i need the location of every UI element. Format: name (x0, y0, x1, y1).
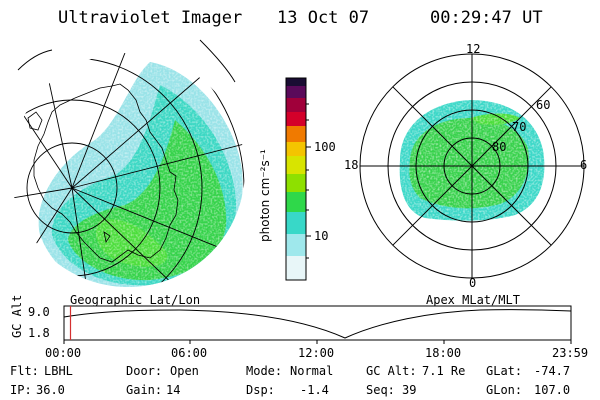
colorbar-tick-100: 100 (314, 140, 336, 154)
polar-label-midnight: 0 (469, 276, 477, 290)
polar-label-dawn: 6 (580, 158, 588, 172)
info-glon-label: GLon: (486, 383, 523, 397)
polar-label-lat60: 60 (536, 98, 551, 112)
left-panel-caption: Geographic Lat/Lon (70, 293, 201, 307)
info-mode-value: Normal (290, 364, 334, 378)
altitude-plot (63, 305, 572, 344)
polar-label-dusk: 18 (344, 158, 359, 172)
polar-label-noon: 12 (466, 42, 481, 56)
altitude-xtick-2: 12:00 (298, 346, 335, 360)
image-date: 13 Oct 07 (277, 8, 370, 28)
info-gain-label: Gain: (126, 383, 163, 397)
info-glat-label: GLat: (486, 364, 523, 378)
info-gcalt-label: GC Alt: (366, 364, 417, 378)
colorbar (285, 77, 311, 281)
info-glat-value: -74.7 (534, 364, 571, 378)
image-title: Ultraviolet Imager (58, 8, 243, 28)
info-door-label: Door: (126, 364, 163, 378)
polar-label-lat80: 80 (492, 140, 507, 154)
altitude-xtick-1: 06:00 (171, 346, 208, 360)
geographic-image-panel (11, 53, 245, 287)
info-filter-value: LBHL (44, 364, 73, 378)
image-time: 00:29:47 UT (430, 8, 543, 28)
right-panel-caption: Apex MLat/MLT (426, 293, 520, 307)
info-gain-value: 14 (166, 383, 181, 397)
polar-image-panel (359, 53, 585, 279)
coastline (33, 83, 179, 263)
info-dsp-label: Dsp: (246, 383, 275, 397)
info-seq-label: Seq: (366, 383, 395, 397)
info-ip-value: 36.0 (36, 383, 65, 397)
colorbar-label: photon cm⁻²s⁻¹ (258, 149, 272, 242)
info-ip-label: IP: (10, 383, 32, 397)
altitude-curve (63, 309, 572, 339)
info-glon-value: 107.0 (534, 383, 571, 397)
altitude-ymin: 1.8 (28, 326, 50, 340)
colorbar-tick-10: 10 (314, 229, 329, 243)
info-gcalt-value: 7.1 Re (422, 364, 466, 378)
polar-label-lat70: 70 (512, 120, 527, 134)
info-dsp-value: -1.4 (300, 383, 329, 397)
info-mode-label: Mode: (246, 364, 283, 378)
altitude-ylabel: GC Alt (10, 294, 24, 338)
info-seq-value: 39 (402, 383, 417, 397)
altitude-ymax: 9.0 (28, 305, 50, 319)
polar-grid (359, 53, 585, 279)
info-door-value: Open (170, 364, 199, 378)
altitude-xtick-4: 23:59 (552, 346, 589, 360)
altitude-xtick-3: 18:00 (425, 346, 462, 360)
info-filter-label: Flt: (10, 364, 39, 378)
altitude-xtick-0: 00:00 (45, 346, 82, 360)
